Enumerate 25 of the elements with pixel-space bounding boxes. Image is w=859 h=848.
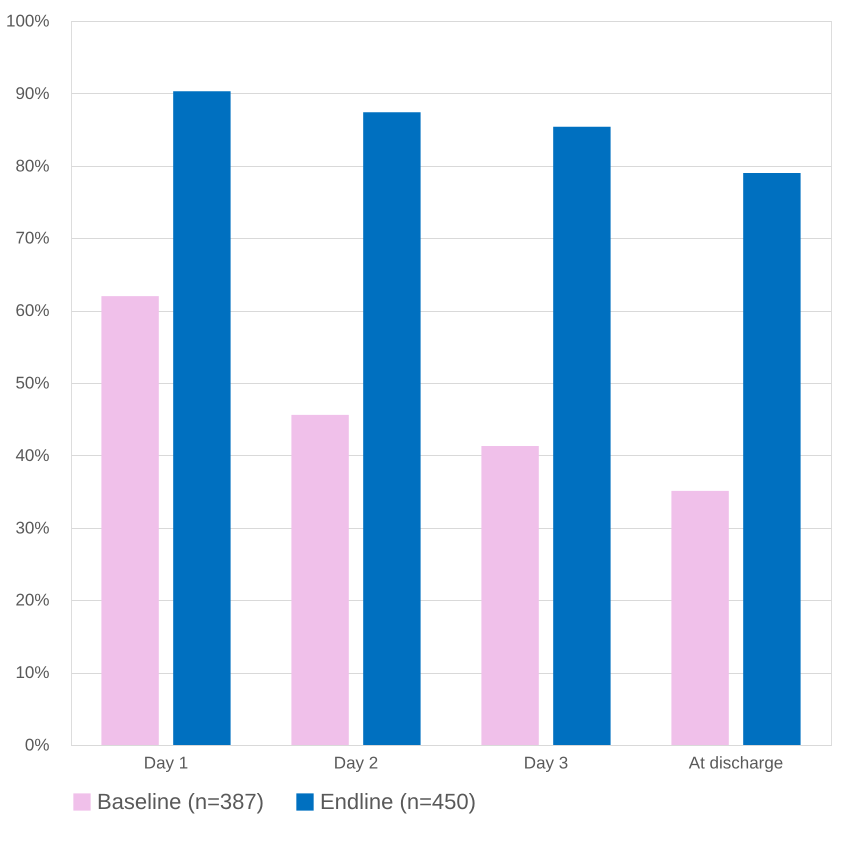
y-tick-label: 90% xyxy=(15,84,50,103)
bar xyxy=(553,126,611,745)
legend-label: Endline (n=450) xyxy=(320,789,476,814)
bar xyxy=(481,446,539,745)
y-tick-label: 50% xyxy=(15,374,50,392)
bar xyxy=(101,296,159,745)
y-tick-label: 100% xyxy=(6,12,50,30)
bar xyxy=(173,91,231,745)
y-tick-label: 10% xyxy=(15,663,50,682)
y-tick-label: 0% xyxy=(24,736,50,754)
y-tick-label: 20% xyxy=(15,590,50,610)
y-tick-label: 40% xyxy=(15,446,50,465)
x-tick-label: Day 3 xyxy=(524,754,568,772)
y-tick-label: 70% xyxy=(15,228,50,248)
y-tick-label: 60% xyxy=(15,301,50,320)
x-tick-label: Day 1 xyxy=(144,754,188,772)
x-tick-label: At discharge xyxy=(688,754,784,772)
bar xyxy=(291,414,349,745)
bar xyxy=(671,490,729,745)
bar xyxy=(743,173,801,745)
bar xyxy=(363,112,421,745)
y-tick-label: 80% xyxy=(15,156,50,176)
x-tick-label: Day 2 xyxy=(334,754,378,772)
y-tick-label: 30% xyxy=(15,518,50,538)
legend-label: Baseline (n=387) xyxy=(97,789,264,814)
